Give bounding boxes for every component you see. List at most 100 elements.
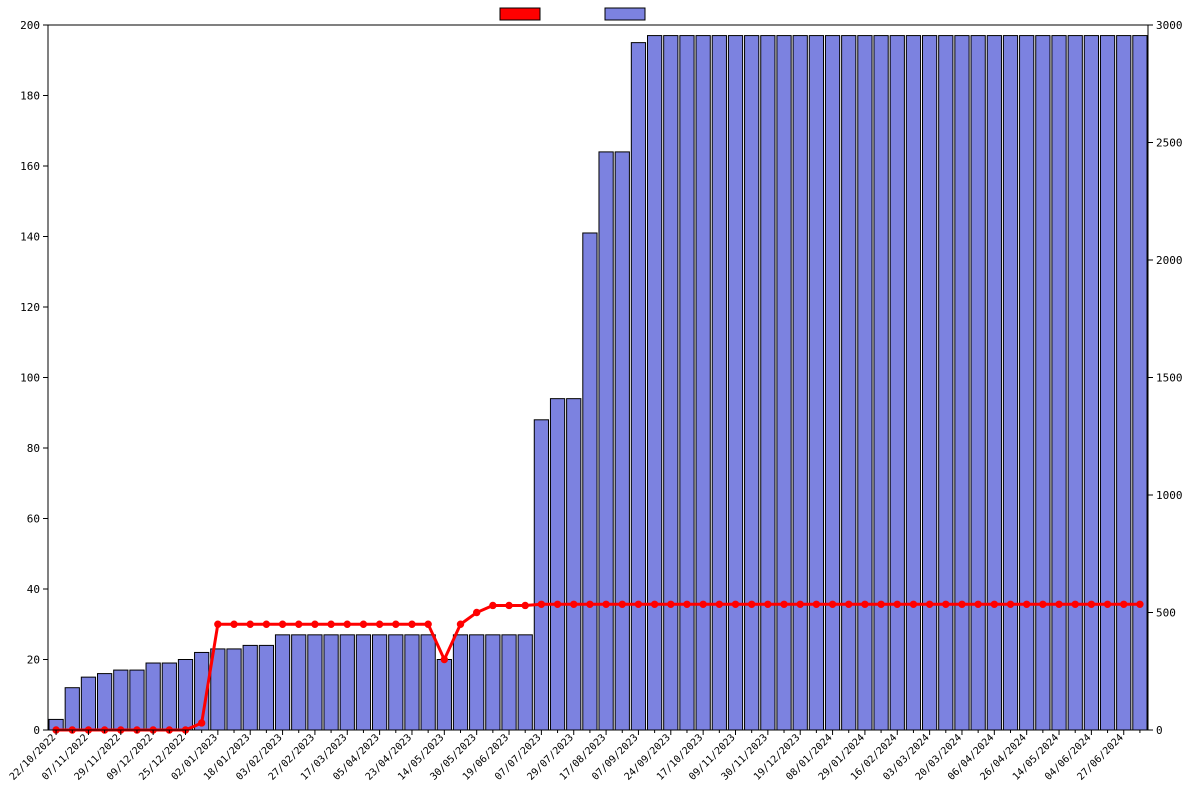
- line-marker: [198, 720, 204, 726]
- line-marker: [1104, 601, 1110, 607]
- bar: [162, 663, 176, 730]
- bar: [745, 36, 759, 730]
- bar: [1133, 36, 1147, 730]
- line-marker: [781, 601, 787, 607]
- line-marker: [522, 602, 528, 608]
- y-right-tick-label: 0: [1156, 724, 1163, 737]
- line-marker: [263, 621, 269, 627]
- bar: [534, 420, 548, 730]
- line-marker: [943, 601, 949, 607]
- bar: [631, 43, 645, 730]
- bar: [971, 36, 985, 730]
- line-marker: [829, 601, 835, 607]
- bar: [421, 635, 435, 730]
- bar: [356, 635, 370, 730]
- y-left-tick-label: 120: [20, 301, 40, 314]
- line-marker: [296, 621, 302, 627]
- bar: [761, 36, 775, 730]
- line-marker: [603, 601, 609, 607]
- bar: [114, 670, 128, 730]
- bar: [906, 36, 920, 730]
- bar: [987, 36, 1001, 730]
- bar: [1084, 36, 1098, 730]
- line-marker: [490, 602, 496, 608]
- bar: [858, 36, 872, 730]
- line-marker: [279, 621, 285, 627]
- bar: [583, 233, 597, 730]
- line-marker: [425, 621, 431, 627]
- line-marker: [684, 601, 690, 607]
- line-marker: [215, 621, 221, 627]
- line-marker: [700, 601, 706, 607]
- line-marker: [894, 601, 900, 607]
- bar: [470, 635, 484, 730]
- bar: [243, 645, 257, 730]
- line-marker: [554, 601, 560, 607]
- line-marker: [587, 601, 593, 607]
- line-marker: [376, 621, 382, 627]
- bar: [890, 36, 904, 730]
- line-marker: [765, 601, 771, 607]
- bar: [259, 645, 273, 730]
- bar: [275, 635, 289, 730]
- bar: [599, 152, 613, 730]
- line-marker: [571, 601, 577, 607]
- y-left-tick-label: 60: [27, 513, 40, 526]
- legend: [500, 8, 645, 20]
- legend-swatch: [605, 8, 645, 20]
- bar: [680, 36, 694, 730]
- line-marker: [1007, 601, 1013, 607]
- line-marker: [797, 601, 803, 607]
- line-marker: [991, 601, 997, 607]
- line-marker: [862, 601, 868, 607]
- line-marker: [732, 601, 738, 607]
- y-right-tick-label: 2500: [1156, 137, 1183, 150]
- bar: [227, 649, 241, 730]
- line-marker: [959, 601, 965, 607]
- line-marker: [473, 609, 479, 615]
- line-marker: [1040, 601, 1046, 607]
- bar: [130, 670, 144, 730]
- y-left-tick-label: 140: [20, 231, 40, 244]
- y-left-tick-label: 160: [20, 160, 40, 173]
- bar: [178, 660, 192, 731]
- bar: [939, 36, 953, 730]
- bar: [842, 36, 856, 730]
- line-marker: [506, 602, 512, 608]
- bar: [81, 677, 95, 730]
- y-left-tick-label: 100: [20, 372, 40, 385]
- bar: [648, 36, 662, 730]
- line-marker: [1056, 601, 1062, 607]
- line-marker: [1137, 601, 1143, 607]
- y-right-tick-label: 3000: [1156, 19, 1183, 32]
- line-marker: [328, 621, 334, 627]
- y-left-tick-label: 180: [20, 90, 40, 103]
- line-marker: [1072, 601, 1078, 607]
- bar: [502, 635, 516, 730]
- y-right-tick-label: 1000: [1156, 489, 1183, 502]
- line-marker: [846, 601, 852, 607]
- bar: [324, 635, 338, 730]
- y-left-tick-label: 20: [27, 654, 40, 667]
- bar: [712, 36, 726, 730]
- line-marker: [748, 601, 754, 607]
- line-marker: [716, 601, 722, 607]
- bar: [437, 660, 451, 731]
- bar: [373, 635, 387, 730]
- line-marker: [538, 601, 544, 607]
- bar: [664, 36, 678, 730]
- bar: [567, 399, 581, 730]
- bar: [793, 36, 807, 730]
- bar: [1036, 36, 1050, 730]
- line-marker: [668, 601, 674, 607]
- bar: [405, 635, 419, 730]
- bar: [518, 635, 532, 730]
- bar: [615, 152, 629, 730]
- line-marker: [409, 621, 415, 627]
- y-left-tick-label: 200: [20, 19, 40, 32]
- legend-swatch: [500, 8, 540, 20]
- dual-axis-chart: 0204060801001201401601802000500100015002…: [0, 0, 1200, 800]
- line-marker: [1088, 601, 1094, 607]
- bar: [486, 635, 500, 730]
- y-left-tick-label: 40: [27, 583, 40, 596]
